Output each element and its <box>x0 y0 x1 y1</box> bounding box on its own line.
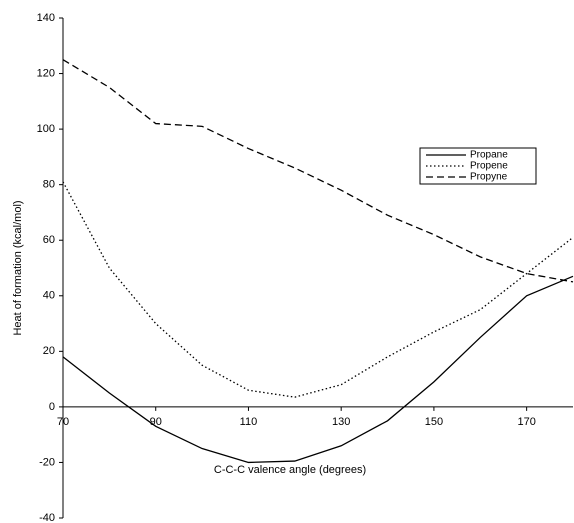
legend-label: Propyne <box>470 172 508 183</box>
y-tick-label: 140 <box>37 12 55 24</box>
x-tick-label: 110 <box>240 416 258 428</box>
legend-label: Propane <box>470 150 508 161</box>
y-tick-label: 40 <box>43 290 55 302</box>
y-tick-label: 20 <box>43 345 55 357</box>
x-axis-title: C-C-C valence angle (degrees) <box>214 464 366 476</box>
legend-box <box>419 147 537 185</box>
x-tick-label: 150 <box>425 416 443 428</box>
y-tick-label: -20 <box>39 456 55 468</box>
y-tick-label: 100 <box>37 123 55 135</box>
y-tick-label: 60 <box>43 234 55 246</box>
y-tick-label: -40 <box>39 512 55 523</box>
legend-label: Propene <box>470 161 508 172</box>
series-line <box>62 275 574 464</box>
x-tick-label: 130 <box>332 416 350 428</box>
y-tick-label: 0 <box>49 401 55 413</box>
x-tick-label: 170 <box>517 416 535 428</box>
y-tick-label: 120 <box>37 67 55 79</box>
series-line <box>62 59 574 283</box>
series-line <box>62 181 574 398</box>
y-axis-title: Heat of formation (kcal/mol) <box>12 200 24 335</box>
x-tick-label: 70 <box>57 416 69 428</box>
y-tick-label: 80 <box>43 179 55 191</box>
